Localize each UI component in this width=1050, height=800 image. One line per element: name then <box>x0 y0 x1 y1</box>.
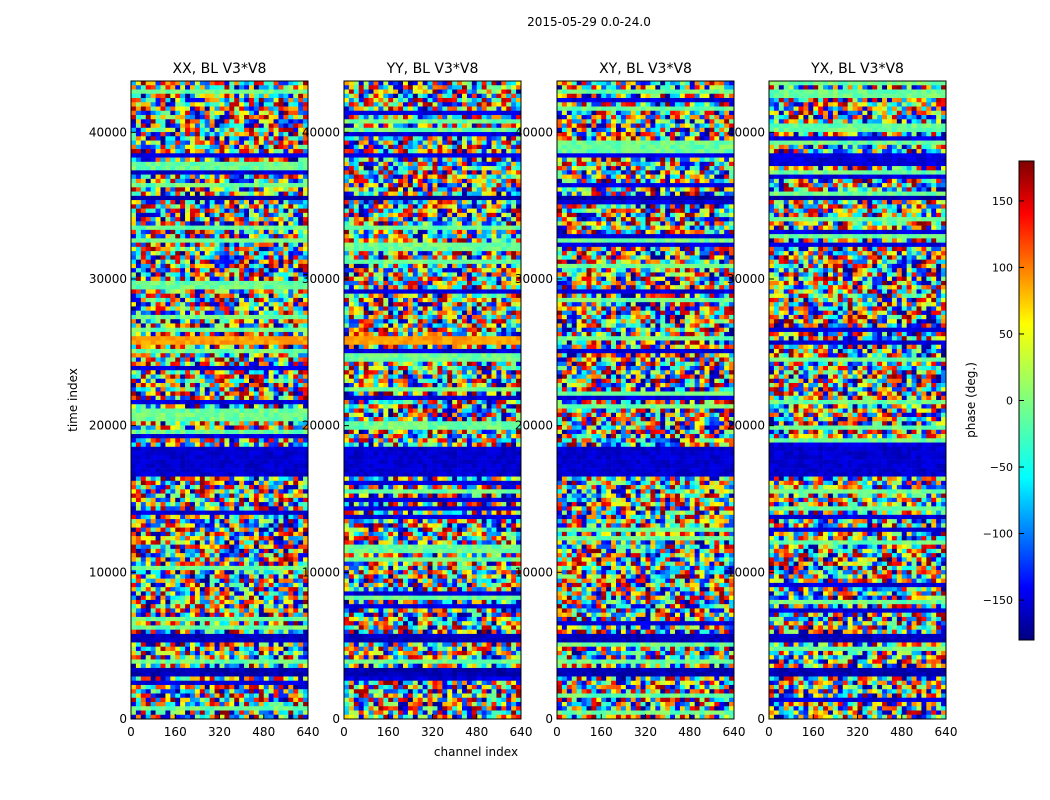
colorbar-tick-label: 0 <box>1006 395 1013 408</box>
x-tick-label: 640 <box>935 725 958 739</box>
colorbar-tick-label: 100 <box>992 261 1013 274</box>
figure-suptitle: 2015-05-29 0.0-24.0 <box>527 15 651 29</box>
y-tick-label: 40000 <box>302 125 340 139</box>
panel-2: YY, BL V3*V8 0 160 320 480 640 0 10000 20000 3000… <box>302 61 533 739</box>
x-axis-label: channel index <box>434 745 518 759</box>
x-tick-label: 160 <box>377 725 400 739</box>
y-tick-label: 30000 <box>302 272 340 286</box>
phase-heatmap <box>131 81 308 719</box>
y-tick-label: 20000 <box>302 419 340 433</box>
y-tick-label: 20000 <box>727 419 765 433</box>
panel-title: YY, BL V3*V8 <box>386 61 479 77</box>
panel-4: YX, BL V3*V8 0 160 320 480 640 0 10000 20000 3000… <box>727 61 958 739</box>
y-tick-label: 30000 <box>89 272 127 286</box>
x-tick-label: 320 <box>208 725 231 739</box>
x-tick-label: 0 <box>340 725 348 739</box>
x-tick-label: 320 <box>846 725 869 739</box>
colorbar-tick-label: −50 <box>990 461 1013 474</box>
y-tick-label: 10000 <box>89 565 127 579</box>
x-tick-label: 0 <box>765 725 773 739</box>
y-tick-label: 40000 <box>515 125 553 139</box>
x-tick-label: 480 <box>252 725 275 739</box>
x-tick-label: 0 <box>553 725 561 739</box>
colorbar-tick-label: 150 <box>992 195 1013 208</box>
panel-1: XX, BL V3*V8 0 160 320 480 640 0 10000 20000 3000… <box>89 61 320 739</box>
panel-title: YX, BL V3*V8 <box>810 61 904 77</box>
y-tick-label: 30000 <box>515 272 553 286</box>
y-tick-label: 40000 <box>727 125 765 139</box>
y-tick-label: 20000 <box>515 419 553 433</box>
y-tick-label: 30000 <box>727 272 765 286</box>
colorbar: 150 100 50 0 −50 −100 −150 phase (deg.) <box>964 161 1034 640</box>
x-tick-label: 160 <box>590 725 613 739</box>
phase-heatmap <box>344 81 521 719</box>
phase-heatmap <box>769 81 946 719</box>
y-tick-label: 40000 <box>89 125 127 139</box>
colorbar-tick-label: −100 <box>983 528 1013 541</box>
x-tick-label: 160 <box>802 725 825 739</box>
x-tick-label: 320 <box>634 725 657 739</box>
y-tick-label: 0 <box>119 712 127 726</box>
colorbar-label: phase (deg.) <box>964 362 978 438</box>
y-tick-label: 0 <box>332 712 340 726</box>
y-tick-label: 20000 <box>89 419 127 433</box>
x-tick-label: 0 <box>127 725 135 739</box>
y-tick-label: 10000 <box>727 565 765 579</box>
x-tick-label: 480 <box>465 725 488 739</box>
y-tick-label: 10000 <box>302 565 340 579</box>
x-tick-label: 320 <box>421 725 444 739</box>
x-tick-label: 640 <box>723 725 746 739</box>
colorbar-tick-label: 50 <box>999 328 1013 341</box>
panel-3: XY, BL V3*V8 0 160 320 480 640 0 10000 20000 3000… <box>515 61 746 739</box>
x-tick-label: 480 <box>678 725 701 739</box>
colorbar-tick-label: −150 <box>983 594 1013 607</box>
y-tick-label: 10000 <box>515 565 553 579</box>
x-tick-label: 160 <box>164 725 187 739</box>
y-tick-label: 0 <box>545 712 553 726</box>
panel-title: XX, BL V3*V8 <box>173 61 267 77</box>
x-tick-label: 640 <box>510 725 533 739</box>
panel-title: XY, BL V3*V8 <box>599 61 692 77</box>
y-tick-label: 0 <box>757 712 765 726</box>
y-axis-label: time index <box>66 368 80 432</box>
x-tick-label: 640 <box>297 725 320 739</box>
phase-heatmap <box>557 81 734 719</box>
x-tick-label: 480 <box>890 725 913 739</box>
